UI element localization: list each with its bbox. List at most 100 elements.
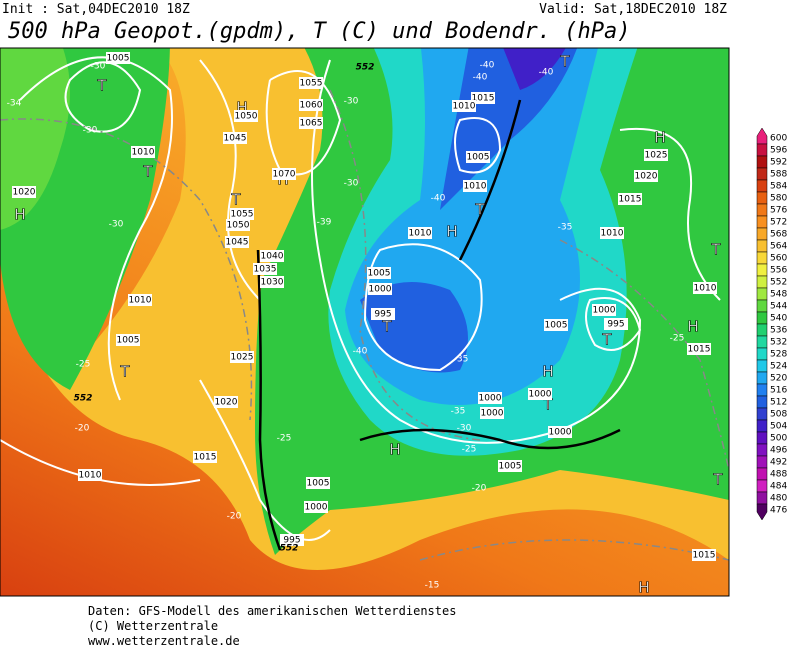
pressure-system: T bbox=[142, 163, 153, 181]
colorbar-cell bbox=[756, 143, 768, 157]
isobar-label: 1000 bbox=[593, 306, 616, 316]
temperature-label: -40 bbox=[473, 73, 488, 83]
isobar-label-box bbox=[226, 219, 250, 231]
pressure-system: T bbox=[559, 53, 570, 71]
colorbar-cell bbox=[756, 467, 768, 481]
colorbar-cell bbox=[756, 167, 768, 181]
isobar-label-box bbox=[260, 250, 284, 262]
temperature-label: -25 bbox=[76, 360, 91, 370]
temperature-label: -20 bbox=[227, 512, 242, 522]
temperature-label: -35 bbox=[558, 223, 573, 233]
isobar-label: 1010 bbox=[601, 229, 624, 239]
isobar-label: 1015 bbox=[194, 453, 217, 463]
isobar-label: 1015 bbox=[688, 345, 711, 355]
colorbar-cell bbox=[756, 227, 768, 241]
isobar-label-box bbox=[131, 146, 155, 158]
temperature-label: -40 bbox=[353, 347, 368, 357]
isobar-label-box bbox=[452, 100, 476, 112]
isobar-label-box bbox=[618, 193, 642, 205]
temperature-label: -40 bbox=[480, 61, 495, 71]
temperature-label: -30 bbox=[344, 179, 359, 189]
isobar-label: 1000 bbox=[479, 394, 502, 404]
isobar-label-box bbox=[692, 549, 716, 561]
temperature-label: -25 bbox=[462, 445, 477, 455]
violet-core bbox=[503, 48, 566, 90]
isobar-label: 1050 bbox=[227, 221, 250, 231]
pressure-system: T bbox=[710, 241, 721, 259]
isobar-label-box bbox=[253, 263, 277, 275]
temperature-label: -30 bbox=[109, 220, 124, 230]
isobar-label: 1010 bbox=[453, 102, 476, 112]
temperature-label: -25 bbox=[670, 334, 685, 344]
colorbar-label: 548 bbox=[770, 290, 787, 300]
isobar-label-box bbox=[193, 451, 217, 463]
isobar-label: 1045 bbox=[226, 238, 249, 248]
colorbar-cell bbox=[756, 275, 768, 289]
colorbar-cell bbox=[756, 479, 768, 493]
colorbar-label: 496 bbox=[770, 446, 787, 456]
isobar-label-box bbox=[260, 276, 284, 288]
isobar-label: 1005 bbox=[307, 479, 330, 489]
isobar-label-box bbox=[230, 351, 254, 363]
isobar-label: 1000 bbox=[549, 428, 572, 438]
isobar-label: 1005 bbox=[368, 269, 391, 279]
footer-line: (C) Wetterzentrale bbox=[88, 619, 218, 633]
isobar-label-box bbox=[128, 294, 152, 306]
isobar-label: 1005 bbox=[545, 321, 568, 331]
colorbar-cell bbox=[756, 491, 768, 505]
isobar-label: 1000 bbox=[481, 409, 504, 419]
colorbar-cell bbox=[756, 395, 768, 409]
pressure-system: H bbox=[638, 579, 649, 597]
valid-time: Valid: Sat,18DEC2010 18Z bbox=[539, 2, 727, 17]
isobar-label-box bbox=[367, 267, 391, 279]
colorbar-cell bbox=[756, 335, 768, 349]
isobar-label: 1065 bbox=[300, 119, 323, 129]
isobar-label: 1060 bbox=[300, 101, 323, 111]
colorbar-label: 492 bbox=[770, 458, 787, 468]
temperature-label: -30 bbox=[457, 424, 472, 434]
colorbar-label: 504 bbox=[770, 422, 787, 432]
colorbar-cell bbox=[756, 155, 768, 169]
isobar-label: 1025 bbox=[231, 353, 254, 363]
isobar-label-box bbox=[234, 110, 258, 122]
isobar-label-box bbox=[371, 308, 395, 320]
isobar-label-box bbox=[116, 334, 140, 346]
pressure-system: H bbox=[446, 223, 457, 241]
colorbar-label: 568 bbox=[770, 230, 787, 240]
temperature-label: -15 bbox=[425, 581, 440, 591]
isobar-label-box bbox=[272, 168, 296, 180]
isobar-label-box bbox=[12, 186, 36, 198]
height-label: 552 bbox=[74, 394, 93, 404]
deep-blue-area bbox=[360, 48, 578, 373]
temperature-lines bbox=[0, 89, 729, 561]
footer-line: Daten: GFS-Modell des amerikanischen Wet… bbox=[88, 604, 456, 618]
pressure-system: H bbox=[654, 129, 665, 147]
colorbar-cell bbox=[756, 239, 768, 253]
isobar-label-box bbox=[498, 460, 522, 472]
isobar-label: 1020 bbox=[13, 188, 36, 198]
isobar-label: 1070 bbox=[273, 170, 296, 180]
colorbar-cell bbox=[756, 191, 768, 205]
colorbar-cell bbox=[756, 251, 768, 265]
isobar-label: 1055 bbox=[231, 210, 254, 220]
map-field: THHTTHTTHTTHTHTHTHTH10051010102010101005… bbox=[0, 48, 729, 597]
pressure-system: T bbox=[542, 396, 553, 414]
isobar-label: 1015 bbox=[472, 94, 495, 104]
pressure-system: T bbox=[381, 318, 392, 336]
isobar-label-box bbox=[600, 227, 624, 239]
isobar-label: 1000 bbox=[305, 503, 328, 513]
pressure-system: T bbox=[119, 363, 130, 381]
colorbar-cell bbox=[756, 127, 768, 145]
colorbar-label: 524 bbox=[770, 362, 787, 372]
isobar-label: 1010 bbox=[129, 296, 152, 306]
colorbar-label: 576 bbox=[770, 206, 787, 216]
isobar-label-box bbox=[299, 77, 323, 89]
isobar-label: 1010 bbox=[132, 148, 155, 158]
height-label: 552 bbox=[356, 63, 375, 73]
temperature-label: -30 bbox=[91, 62, 106, 72]
colorbar-label: 556 bbox=[770, 266, 787, 276]
colorbar-label: 528 bbox=[770, 350, 787, 360]
colorbar-label: 532 bbox=[770, 338, 787, 348]
colorbar-cell bbox=[756, 383, 768, 397]
pressure-system: H bbox=[542, 363, 553, 381]
